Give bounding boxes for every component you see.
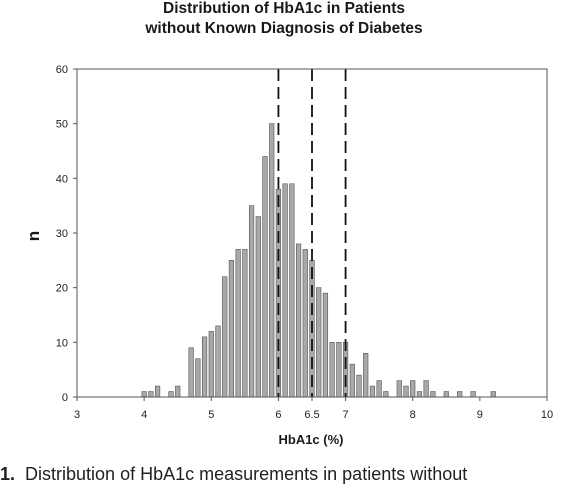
bar [383,391,389,398]
bar [188,347,194,398]
bar [295,243,302,398]
y-tick-label: 0 [62,392,68,404]
chart-area: 0 10 20 30 40 50 60 3 4 5 6 6.5 7 8 9 10 HbA1c (%) n [24,64,553,447]
bar [215,325,221,398]
bar [396,380,402,398]
bar [336,342,342,398]
bar [248,205,255,398]
bar [154,385,161,398]
x-tick-label: 8 [410,409,416,421]
bar [302,249,308,398]
bar [175,385,181,398]
x-tick-label: 6 [275,409,281,421]
bar [316,287,322,398]
bar [201,336,208,398]
y-tick-label: 60 [56,64,68,76]
bar [430,391,436,398]
bar [235,249,241,398]
y-tick-label: 20 [56,283,68,295]
bar [242,249,248,398]
y-axis-label: n [24,231,43,241]
axes-group: 0 10 20 30 40 50 60 3 4 5 6 6.5 7 8 9 10 [56,64,553,421]
bar [369,385,376,398]
bar [410,380,416,398]
bar [329,342,335,398]
chart-subtitle: without Known Diagnosis of Diabetes [145,20,423,37]
bar [168,391,174,398]
bar [457,391,463,398]
x-tick-label: 5 [208,409,214,421]
x-tick-label: 4 [141,409,147,421]
caption-number: 1. [0,464,16,484]
x-tick-label: 6.5 [304,409,319,421]
bar [356,374,362,398]
y-tick-label: 50 [56,119,68,131]
reference-lines-group [277,69,347,397]
x-tick-label: 3 [74,409,80,421]
x-tick-label: 10 [541,409,553,421]
bar [148,391,154,398]
bars-group [141,123,496,398]
bar [423,380,429,398]
x-tick-label: 9 [477,409,483,421]
bar [322,292,329,398]
bar [443,391,449,398]
y-tick-label: 10 [56,337,68,349]
y-tick-label: 40 [56,173,68,185]
bar [376,380,382,398]
caption-text: Distribution of HbA1c measurements in pa… [25,464,468,484]
bar [141,391,147,398]
figure-caption: 1. Distribution of HbA1c measurements in… [0,464,568,485]
bar [255,216,261,398]
bar [470,391,476,398]
bar [289,183,295,398]
y-tick-label: 30 [56,228,68,240]
bar [490,391,496,398]
bar [222,276,228,398]
bar [262,156,268,398]
x-axis-label: HbA1c (%) [278,432,343,447]
chart-title: Distribution of HbA1c in Patients [163,0,405,17]
bar [228,260,235,398]
bar [403,385,409,398]
x-tick-label: 7 [343,409,349,421]
bar [269,123,275,398]
bar [195,358,201,398]
bar [208,331,214,398]
bar [349,363,355,398]
bar [363,352,369,398]
bar [416,391,423,398]
bar [282,183,288,398]
